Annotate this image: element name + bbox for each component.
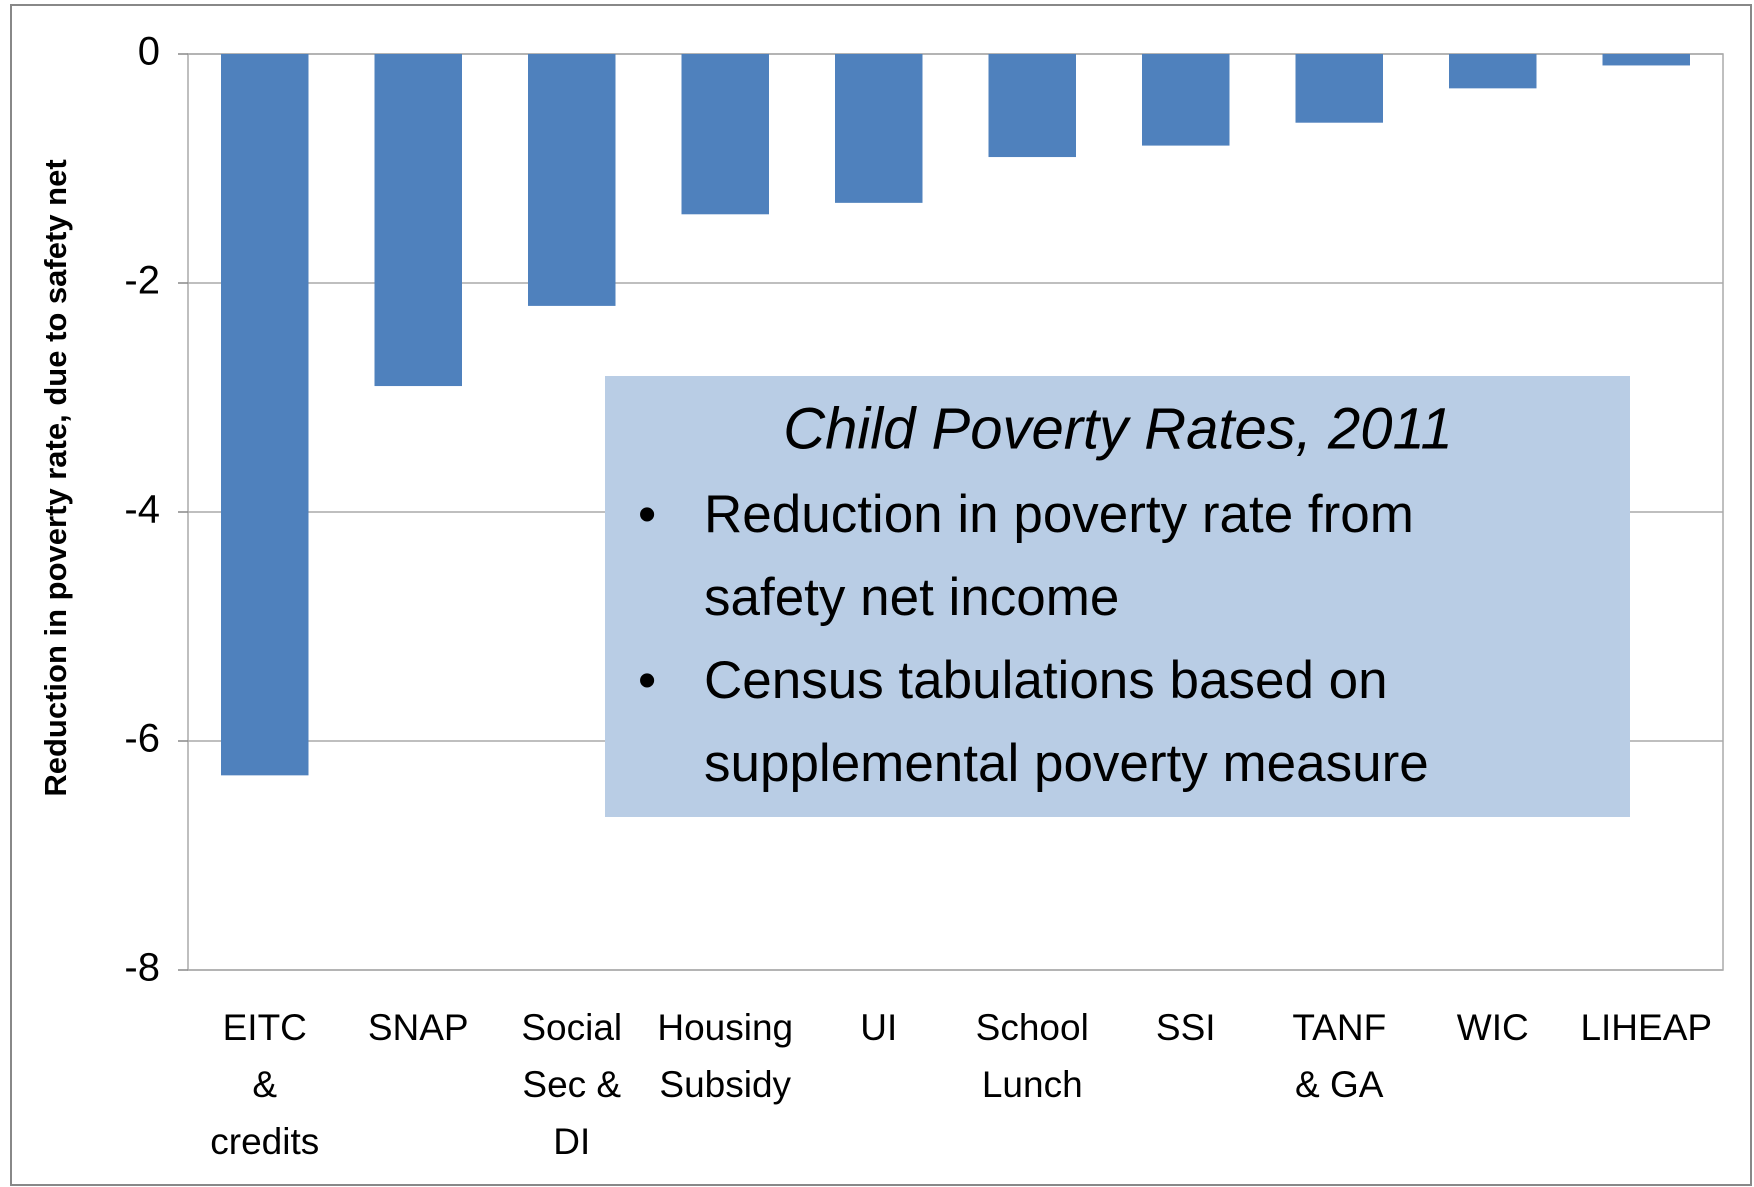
x-tick-label: DI xyxy=(553,1121,590,1162)
bar xyxy=(221,54,309,776)
y-tick-label: -6 xyxy=(124,717,160,761)
bullet: • xyxy=(638,652,656,710)
x-tick-label: & xyxy=(252,1064,277,1105)
x-tick-label: WIC xyxy=(1457,1007,1529,1048)
y-tick-label: 0 xyxy=(138,30,160,74)
y-axis-label: Reduction in poverty rate, due to safety… xyxy=(38,159,73,796)
x-tick-label: credits xyxy=(210,1121,319,1162)
x-tick-label: & GA xyxy=(1295,1064,1384,1105)
x-tick-label: Subsidy xyxy=(659,1064,791,1105)
bar xyxy=(988,54,1076,158)
bullet: • xyxy=(638,486,656,544)
bar xyxy=(1142,54,1230,146)
annotation-line: supplemental poverty measure xyxy=(704,734,1429,793)
x-tick-label: Housing xyxy=(657,1007,793,1048)
x-tick-label: Social xyxy=(521,1007,622,1048)
y-tick-label: -4 xyxy=(124,488,160,532)
y-tick-label: -8 xyxy=(124,946,160,990)
annotation-line: Census tabulations based on xyxy=(704,651,1388,710)
bar xyxy=(1602,54,1690,66)
x-tick-label: EITC xyxy=(223,1007,307,1048)
bar xyxy=(1449,54,1537,89)
x-tick-label: SNAP xyxy=(368,1007,469,1048)
annotation-box xyxy=(605,376,1630,817)
y-tick-label: -2 xyxy=(124,259,160,303)
bar xyxy=(835,54,923,203)
annotation-line: Reduction in poverty rate from xyxy=(704,485,1414,544)
bar xyxy=(1295,54,1383,123)
x-tick-label: School xyxy=(976,1007,1089,1048)
x-tick-label: SSI xyxy=(1156,1007,1216,1048)
bar xyxy=(374,54,462,387)
x-tick-label: UI xyxy=(860,1007,897,1048)
x-tick-label: Lunch xyxy=(982,1064,1083,1105)
bar xyxy=(528,54,616,306)
x-tick-label: Sec & xyxy=(522,1064,621,1105)
annotation-line: safety net income xyxy=(704,568,1119,627)
annotation-title: Child Poverty Rates, 2011 xyxy=(783,396,1453,461)
x-tick-label: LIHEAP xyxy=(1580,1007,1712,1048)
bar xyxy=(681,54,769,215)
x-tick-label: TANF xyxy=(1292,1007,1386,1048)
